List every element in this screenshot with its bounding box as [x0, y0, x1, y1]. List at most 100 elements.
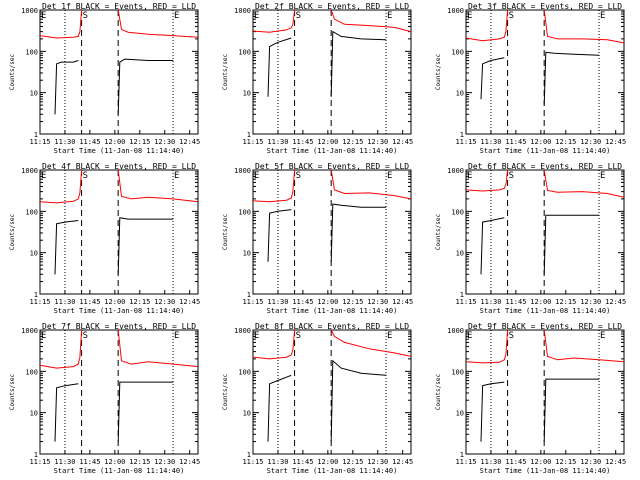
chart-title: Det 7f BLACK = Events, RED = LLD — [42, 322, 196, 331]
end-marker-label: E — [174, 171, 179, 181]
x-axis-label: Start Time (11-Jan-08 11:14:40) — [267, 147, 398, 155]
x-tick-label: 12:45 — [605, 458, 626, 466]
plot-frame — [252, 9, 412, 135]
y-tick-label: 10 — [30, 90, 38, 98]
x-tick-label: 12:00 — [530, 138, 551, 146]
events-series-line — [543, 378, 600, 442]
x-tick-label: 12:45 — [605, 298, 626, 306]
events-series-line — [117, 58, 174, 115]
chart-title: Det 8f BLACK = Events, RED = LLD — [255, 322, 409, 331]
lld-series-line — [39, 329, 83, 369]
y-tick-label: 1 — [460, 291, 464, 299]
x-axis-label: Start Time (11-Jan-08 11:14:40) — [54, 307, 185, 315]
end-marker-label: E — [467, 331, 472, 341]
y-tick-label: 100 — [25, 368, 38, 376]
events-series-line — [267, 209, 292, 262]
end-marker-label: E — [600, 171, 605, 181]
y-axis-label: Counts/sec — [222, 54, 229, 91]
y-tick-label: 1 — [34, 451, 38, 459]
end-marker-label: E — [254, 171, 259, 181]
x-tick-label: 11:45 — [79, 298, 100, 306]
x-tick-label: 11:15 — [242, 458, 263, 466]
plot-frame — [39, 9, 199, 135]
lld-series-line — [117, 329, 199, 368]
panel-7: Det 7f BLACK = Events, RED = LLD 1 10 100 10… — [9, 322, 200, 475]
x-tick-label: 12:00 — [317, 138, 338, 146]
x-tick-label: 12:00 — [317, 298, 338, 306]
x-tick-label: 11:30 — [267, 458, 288, 466]
x-tick-label: 11:45 — [79, 138, 100, 146]
lld-series-line — [252, 9, 296, 33]
x-tick-label: 11:45 — [292, 138, 313, 146]
x-tick-label: 12:00 — [530, 458, 551, 466]
y-tick-label: 10 — [456, 410, 464, 418]
x-tick-label: 12:15 — [129, 138, 150, 146]
y-tick-label: 1 — [247, 131, 251, 139]
x-tick-label: 12:00 — [104, 298, 125, 306]
events-series-line — [54, 220, 79, 275]
x-tick-label: 11:45 — [292, 298, 313, 306]
end-marker-label: E — [174, 331, 179, 341]
y-tick-label: 1 — [34, 131, 38, 139]
x-tick-label: 12:00 — [104, 138, 125, 146]
end-marker-label: E — [254, 11, 259, 21]
plot-frame — [465, 169, 625, 295]
events-series-line — [543, 214, 600, 275]
x-tick-label: 12:45 — [605, 138, 626, 146]
x-tick-label: 12:45 — [179, 138, 200, 146]
x-tick-label: 11:15 — [242, 298, 263, 306]
y-tick-label: 100 — [451, 368, 464, 376]
x-axis-label: Start Time (11-Jan-08 11:14:40) — [480, 147, 611, 155]
x-tick-label: 12:30 — [580, 138, 601, 146]
y-tick-label: 100 — [451, 48, 464, 56]
x-tick-label: 11:30 — [480, 298, 501, 306]
y-tick-label: 1 — [460, 451, 464, 459]
y-tick-label: 1000 — [234, 7, 251, 15]
y-tick-label: 10 — [243, 410, 251, 418]
lld-series-line — [465, 329, 509, 364]
events-series-line — [480, 381, 505, 442]
panel-6: Det 6f BLACK = Events, RED = LLD 1 10 100 10… — [435, 162, 626, 315]
y-tick-label: 100 — [451, 208, 464, 216]
x-tick-label: 11:30 — [54, 138, 75, 146]
panel-8: Det 8f BLACK = Events, RED = LLD 1 10 100 10… — [222, 322, 413, 475]
y-tick-label: 1000 — [21, 167, 38, 175]
y-tick-label: 10 — [456, 90, 464, 98]
end-marker-label: E — [600, 11, 605, 21]
y-tick-label: 1 — [460, 131, 464, 139]
x-axis-label: Start Time (11-Jan-08 11:14:40) — [54, 147, 185, 155]
lld-series-line — [252, 169, 296, 203]
lld-series-line — [330, 9, 412, 33]
lld-series-line — [117, 9, 199, 38]
y-axis-label: Counts/sec — [222, 214, 229, 251]
y-tick-label: 10 — [243, 90, 251, 98]
chart-title: Det 9f BLACK = Events, RED = LLD — [468, 322, 622, 331]
start-marker-label: S — [509, 11, 514, 21]
events-series-line — [330, 30, 387, 97]
panel-5: Det 5f BLACK = Events, RED = LLD 1 10 100 10… — [222, 162, 413, 315]
y-tick-label: 1 — [247, 451, 251, 459]
y-axis-label: Counts/sec — [9, 54, 16, 91]
x-axis-label: Start Time (11-Jan-08 11:14:40) — [54, 467, 185, 475]
y-tick-label: 100 — [25, 48, 38, 56]
y-tick-label: 1000 — [21, 7, 38, 15]
start-marker-label: S — [83, 171, 88, 181]
end-marker-label: E — [41, 171, 46, 181]
x-tick-label: 11:15 — [29, 298, 50, 306]
x-tick-label: 11:15 — [455, 458, 476, 466]
x-tick-label: 11:30 — [480, 458, 501, 466]
lld-series-line — [39, 9, 83, 39]
lld-series-line — [39, 169, 83, 204]
x-tick-label: 12:30 — [580, 458, 601, 466]
chart-title: Det 2f BLACK = Events, RED = LLD — [255, 2, 409, 11]
x-tick-label: 11:45 — [292, 458, 313, 466]
x-tick-label: 11:30 — [54, 298, 75, 306]
lld-series-line — [543, 9, 625, 44]
end-marker-label: E — [41, 11, 46, 21]
x-axis-label: Start Time (11-Jan-08 11:14:40) — [480, 307, 611, 315]
y-axis-label: Counts/sec — [435, 54, 442, 91]
x-tick-label: 12:15 — [129, 298, 150, 306]
y-tick-label: 10 — [30, 250, 38, 258]
lld-series-line — [330, 329, 412, 357]
